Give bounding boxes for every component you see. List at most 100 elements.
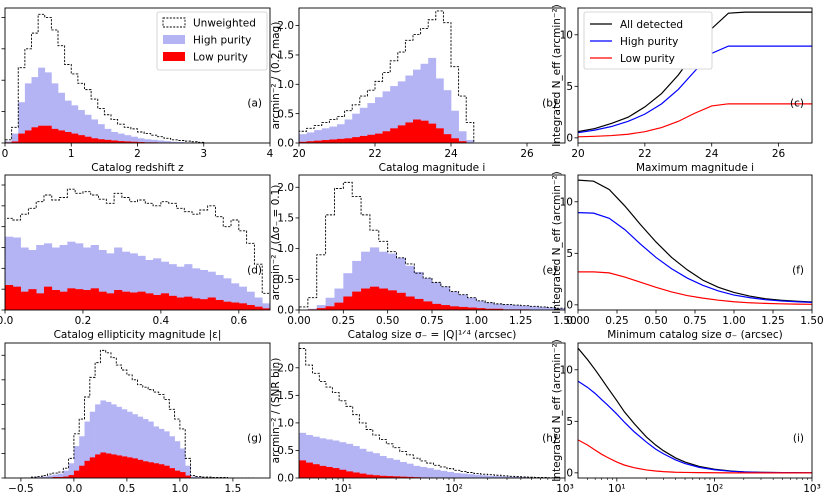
low-purity-bar <box>43 286 53 310</box>
high-purity-bar <box>51 83 59 143</box>
high-purity-bar <box>538 306 548 310</box>
high-purity-bar <box>148 421 154 478</box>
y-tick-label: 10 <box>560 196 573 208</box>
x-tick-label: 10¹ <box>334 483 352 495</box>
high-purity-bar <box>164 141 171 143</box>
high-purity-bar <box>473 474 482 478</box>
low-purity-bar <box>44 125 52 143</box>
high-purity-bar <box>91 119 99 143</box>
high-purity-bar <box>164 431 170 478</box>
axes-frame <box>4 174 271 311</box>
y-tick-label: 1.5 <box>277 50 294 62</box>
low-purity-bar <box>352 472 360 478</box>
legend-label: High purity <box>193 35 251 47</box>
high-purity-bar <box>262 303 270 310</box>
high-purity-bar <box>476 300 486 310</box>
low-purity-bar <box>325 466 333 478</box>
high-purity-bar <box>28 250 37 310</box>
high-purity-bar <box>231 283 240 310</box>
low-purity-bars <box>299 460 468 478</box>
high-purity-bar <box>42 476 48 478</box>
axes-frame <box>577 7 813 144</box>
low-purity-bar <box>126 457 133 478</box>
low-purity-bar <box>312 464 320 478</box>
low-purity-bar <box>344 138 353 143</box>
x-tick-label: 0.25 <box>605 315 628 327</box>
panel-label: (a) <box>247 98 262 110</box>
x-tick-label: 10¹ <box>608 483 626 495</box>
low-purity-bar <box>169 468 175 478</box>
high-purity-bar <box>332 440 340 478</box>
low-purity-bar <box>396 292 406 310</box>
low-purity-bar <box>192 298 201 310</box>
y-axis: 0.000.250.500.751.001.251.50arcmin⁻² / (… <box>1 184 5 311</box>
low-purity-bar <box>375 133 383 143</box>
low-purity-bar <box>325 306 335 310</box>
x-axis: 20 22 24 26 Catalog magnitude i <box>292 143 534 174</box>
low-purity-bar <box>207 297 216 310</box>
low-purity-bar <box>451 138 459 143</box>
high-purity-bar <box>170 141 178 143</box>
low-purity-bar <box>117 141 125 143</box>
high-purity-bar <box>449 291 459 310</box>
high-purity-bar <box>399 462 407 478</box>
low-purity-bar <box>153 463 160 478</box>
panel-d: 0.0 0.2 0.4 0.6 Catalog ellipticity magnitud… <box>0 174 271 341</box>
high-purity-bar <box>174 441 181 478</box>
high-purity-bar <box>299 134 307 143</box>
high-purity-bar <box>325 439 333 478</box>
x-tick-label: 22 <box>638 148 651 160</box>
low-purity-bar <box>393 476 401 478</box>
legend: Unweighted High purity Low purity <box>156 11 268 71</box>
panel-label: (g) <box>247 433 262 445</box>
high-purity-bar <box>168 264 177 310</box>
low-purity-bar <box>329 139 338 143</box>
high-purity-bar <box>502 304 513 310</box>
low-purity-bar <box>174 470 181 478</box>
high-purity-bar <box>75 243 84 310</box>
x-axis: 0 1 2 3 4 Catalog redshift z <box>2 143 274 174</box>
high-purity-bar <box>129 253 138 310</box>
low-purity-bar <box>18 133 26 143</box>
x-tick-label: 1.00 <box>722 315 745 327</box>
high-purity-bar <box>144 139 152 143</box>
high-purity-bar <box>111 404 117 478</box>
high-purity-bar <box>556 308 565 310</box>
high-purity-bar <box>47 475 54 478</box>
unweighted-histogram <box>299 181 565 310</box>
high-purity-bar <box>480 475 488 478</box>
y-tick-label: 0 <box>566 299 573 311</box>
low-purity-bar <box>299 460 307 478</box>
high-purity-bar <box>68 463 75 478</box>
high-purity-bar <box>31 77 39 143</box>
low-purity-bar <box>59 291 68 310</box>
x-tick-label: 10² <box>445 483 463 495</box>
high-purity-bar <box>5 141 12 143</box>
low-purity-bar <box>428 123 437 143</box>
high-purity-bar <box>467 297 477 310</box>
high-purity-bar <box>375 97 383 143</box>
low-purity-bar <box>137 142 145 143</box>
high-purity-bar <box>98 250 107 310</box>
high-purity-bar <box>126 411 133 478</box>
high-purity-bars <box>5 67 198 143</box>
low-purity-bar <box>435 128 444 143</box>
high-purity-bar <box>352 446 360 478</box>
low-purity-bar <box>405 296 415 310</box>
low-purity-bar <box>11 141 19 143</box>
low-purity-bar <box>24 130 32 143</box>
panel-f: 0.00 0.25 0.50 0.75 1.00 1.25 1.50 Minimum cata… <box>551 171 824 341</box>
high-purity-bar <box>386 458 394 478</box>
high-purity-bar <box>507 476 515 478</box>
low-purity-bar <box>414 298 424 310</box>
low-purity-bar <box>106 293 115 310</box>
plot-area-b <box>299 10 475 143</box>
high-purity-bar <box>369 247 380 310</box>
high-purity-bar <box>432 282 442 310</box>
high-purity-bar <box>339 442 347 478</box>
low-purity-bar <box>68 475 75 478</box>
legend-label: Low purity <box>193 52 248 64</box>
